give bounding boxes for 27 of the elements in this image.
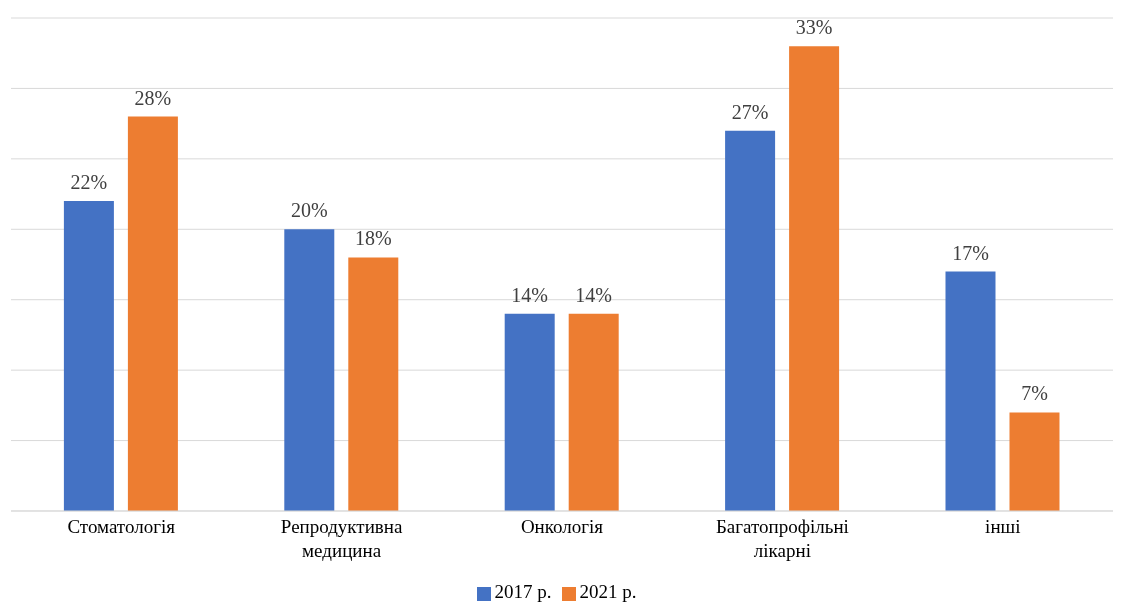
- data-label: 17%: [952, 241, 989, 264]
- legend-label: 2021 р.: [579, 581, 637, 602]
- data-label: 33%: [795, 16, 833, 39]
- data-label: 7%: [1021, 382, 1048, 405]
- data-label: 22%: [70, 171, 108, 194]
- bar: [725, 130, 776, 511]
- bar: [63, 201, 114, 511]
- x-tick-label: Стоматологія: [67, 516, 176, 537]
- bar: [789, 46, 840, 511]
- bar: [945, 271, 996, 511]
- data-label: 14%: [575, 283, 613, 306]
- data-label: 14%: [511, 283, 549, 306]
- data-label: 18%: [354, 227, 392, 250]
- data-label: 27%: [731, 100, 769, 123]
- x-tick-label: інші: [985, 516, 1021, 537]
- x-tick-label: Репродуктивна медицина: [280, 516, 403, 561]
- data-label: 28%: [134, 86, 172, 109]
- bar: [127, 116, 178, 511]
- bar: [284, 229, 335, 511]
- x-tick-label: Онкологія: [520, 516, 604, 537]
- legend-label: 2017 р.: [494, 581, 552, 602]
- bar: [1009, 412, 1060, 511]
- bar: [568, 313, 619, 511]
- bar: [504, 313, 555, 511]
- bar: [348, 257, 399, 511]
- data-label: 20%: [290, 199, 328, 222]
- x-tick-label: Багатопрофільні лікарні: [715, 516, 849, 561]
